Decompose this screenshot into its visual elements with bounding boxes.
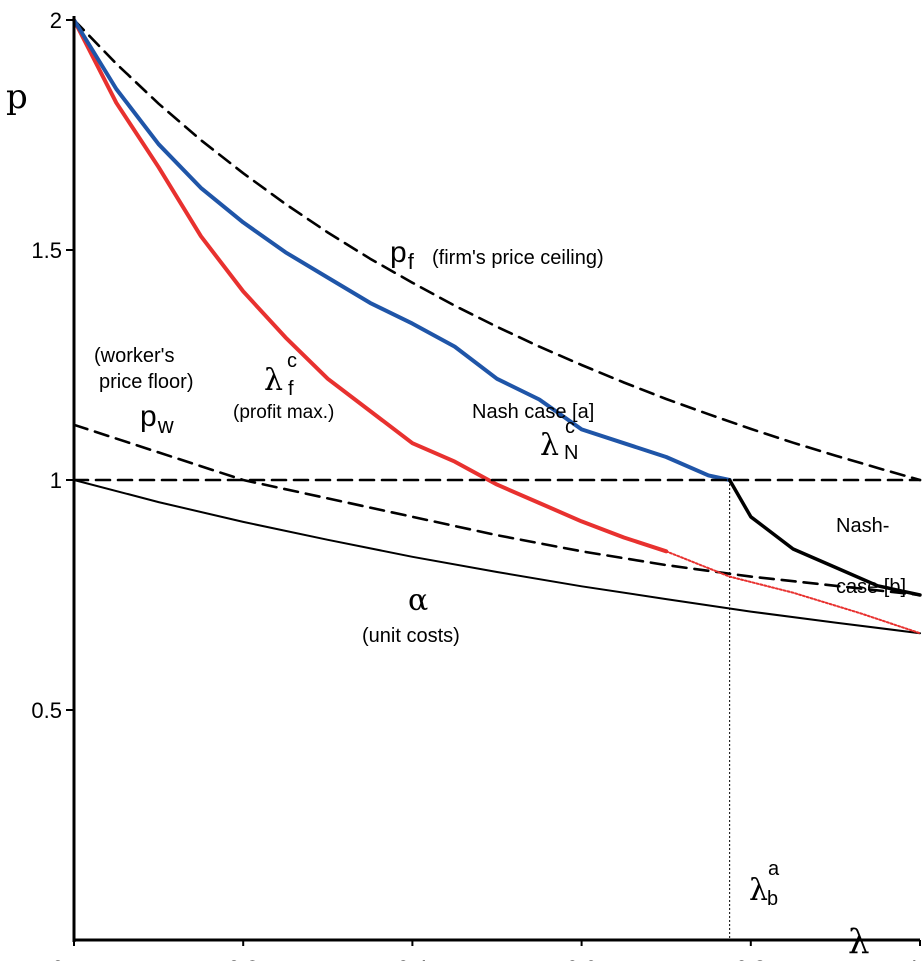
pw-description-line2: price floor) xyxy=(99,371,193,393)
lambda-n-c-label: λ xyxy=(540,428,559,463)
y-tick-label: 1.5 xyxy=(31,238,62,263)
ticks-layer: 0.5 1 1.5 2 0 0.2 0.4 0.6 0.8 1 xyxy=(31,8,921,961)
y-axis-label: p xyxy=(6,77,28,117)
nash-case-b-line2: case [b] xyxy=(836,576,906,598)
x-tick-label: 1 xyxy=(908,956,920,961)
x-tick-label: 0.6 xyxy=(566,956,597,961)
pf-subscript: f xyxy=(408,249,415,274)
lambda-f-c-label: λ xyxy=(264,363,283,398)
pw-subscript: w xyxy=(157,413,174,438)
series-layer xyxy=(72,18,922,940)
y-tick-label: 0.5 xyxy=(31,698,62,723)
pf-description: (firm's price ceiling) xyxy=(432,247,604,269)
nash-case-b-line1: Nash- xyxy=(836,515,889,537)
alpha-label: α xyxy=(408,583,428,618)
x-tick-label: 0.2 xyxy=(228,956,259,961)
series-line-pf xyxy=(72,18,922,482)
series-line-nash-b xyxy=(727,478,922,597)
lambda-b-a-subscript: b xyxy=(767,888,778,910)
x-axis-label: λ xyxy=(848,922,870,961)
lambda-n-c-superscript: c xyxy=(565,416,575,438)
lambda-n-c-subscript: N xyxy=(564,442,578,464)
lambda-f-c-subscript: f xyxy=(288,378,294,400)
x-tick-label: 0.8 xyxy=(736,956,767,961)
lambda-b-a-superscript: a xyxy=(768,858,780,880)
y-tick-label: 1 xyxy=(50,468,62,493)
x-tick-label: 0.4 xyxy=(397,956,428,961)
series-line-pw xyxy=(72,423,922,597)
series-line-lambda-f-c xyxy=(72,18,669,554)
lambda-f-c-superscript: c xyxy=(287,350,297,372)
nash-case-a-label: Nash case [a] xyxy=(472,401,594,423)
series-line-alpha xyxy=(73,479,921,635)
x-tick-label: 0 xyxy=(52,956,64,961)
series-line-nash-a xyxy=(72,18,732,482)
pw-label: pw xyxy=(140,400,174,438)
alpha-description: (unit costs) xyxy=(362,625,460,647)
y-tick-label: 2 xyxy=(50,8,62,33)
pf-label: pf xyxy=(390,236,415,274)
series-line-lambda-f-c-dotted xyxy=(665,550,921,635)
pw-description-line1: (worker's xyxy=(94,345,175,367)
lambda-f-c-description: (profit max.) xyxy=(233,402,334,423)
lambda-b-a-label: λ xyxy=(749,873,768,908)
